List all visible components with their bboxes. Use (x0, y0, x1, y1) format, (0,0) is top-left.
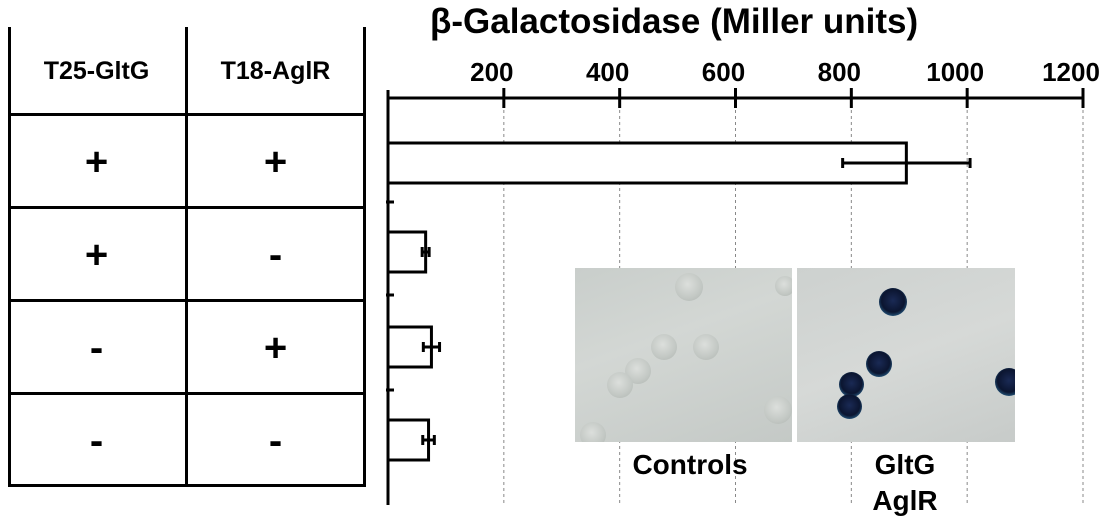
table-row-divider (8, 206, 366, 209)
cell-t25: - (89, 418, 104, 463)
table-border-right (363, 27, 366, 487)
gltg-aglr-plate-photo (797, 268, 1015, 442)
chart-title: β-Galactosidase (Miller units) (430, 2, 919, 41)
table-divider (185, 27, 188, 487)
colony (675, 273, 703, 301)
colony (607, 372, 633, 398)
x-tick-label: 400 (586, 57, 629, 87)
cell-t18: + (263, 325, 288, 370)
x-tick-label: 1000 (926, 57, 984, 87)
interaction-table: T25-GltG T18-AglR + + + - - + - - (8, 27, 366, 487)
colony (693, 334, 719, 360)
bar (386, 230, 428, 274)
cell-t18: - (268, 232, 283, 277)
table-row-divider (8, 299, 366, 302)
cell-t25: + (84, 139, 109, 184)
header-t25-gltg: T25-GltG (43, 56, 150, 85)
cell-t25: - (89, 325, 104, 370)
cell-t18: + (263, 139, 288, 184)
blue-colony (839, 372, 864, 397)
bar (386, 141, 908, 185)
table-border-left (8, 27, 11, 487)
controls-plate-photo (575, 268, 792, 442)
controls-label: Controls (632, 449, 748, 480)
gltg-label: GltG (874, 449, 936, 480)
blue-colony (995, 368, 1015, 396)
x-tick-label: 600 (702, 57, 745, 87)
x-tick-label: 800 (818, 57, 861, 87)
colony (775, 276, 792, 296)
colony (580, 422, 606, 442)
bar-chart: 200 400 600 800 1000 1200 (386, 57, 1100, 505)
cell-t18: - (268, 418, 283, 463)
aglr-label: AglR (872, 485, 938, 516)
blue-colony (837, 394, 862, 419)
table-row-divider (8, 113, 366, 116)
blue-colony (866, 351, 892, 377)
table-border-bottom (8, 484, 366, 487)
cell-t25: + (84, 232, 109, 277)
blue-colony (879, 288, 907, 316)
header-t18-aglr: T18-AglR (220, 56, 331, 85)
x-tick-label: 200 (470, 57, 513, 87)
colony (764, 396, 792, 424)
table-row-divider (8, 392, 366, 395)
colony (651, 334, 677, 360)
x-tick-label: 1200 (1042, 57, 1100, 87)
